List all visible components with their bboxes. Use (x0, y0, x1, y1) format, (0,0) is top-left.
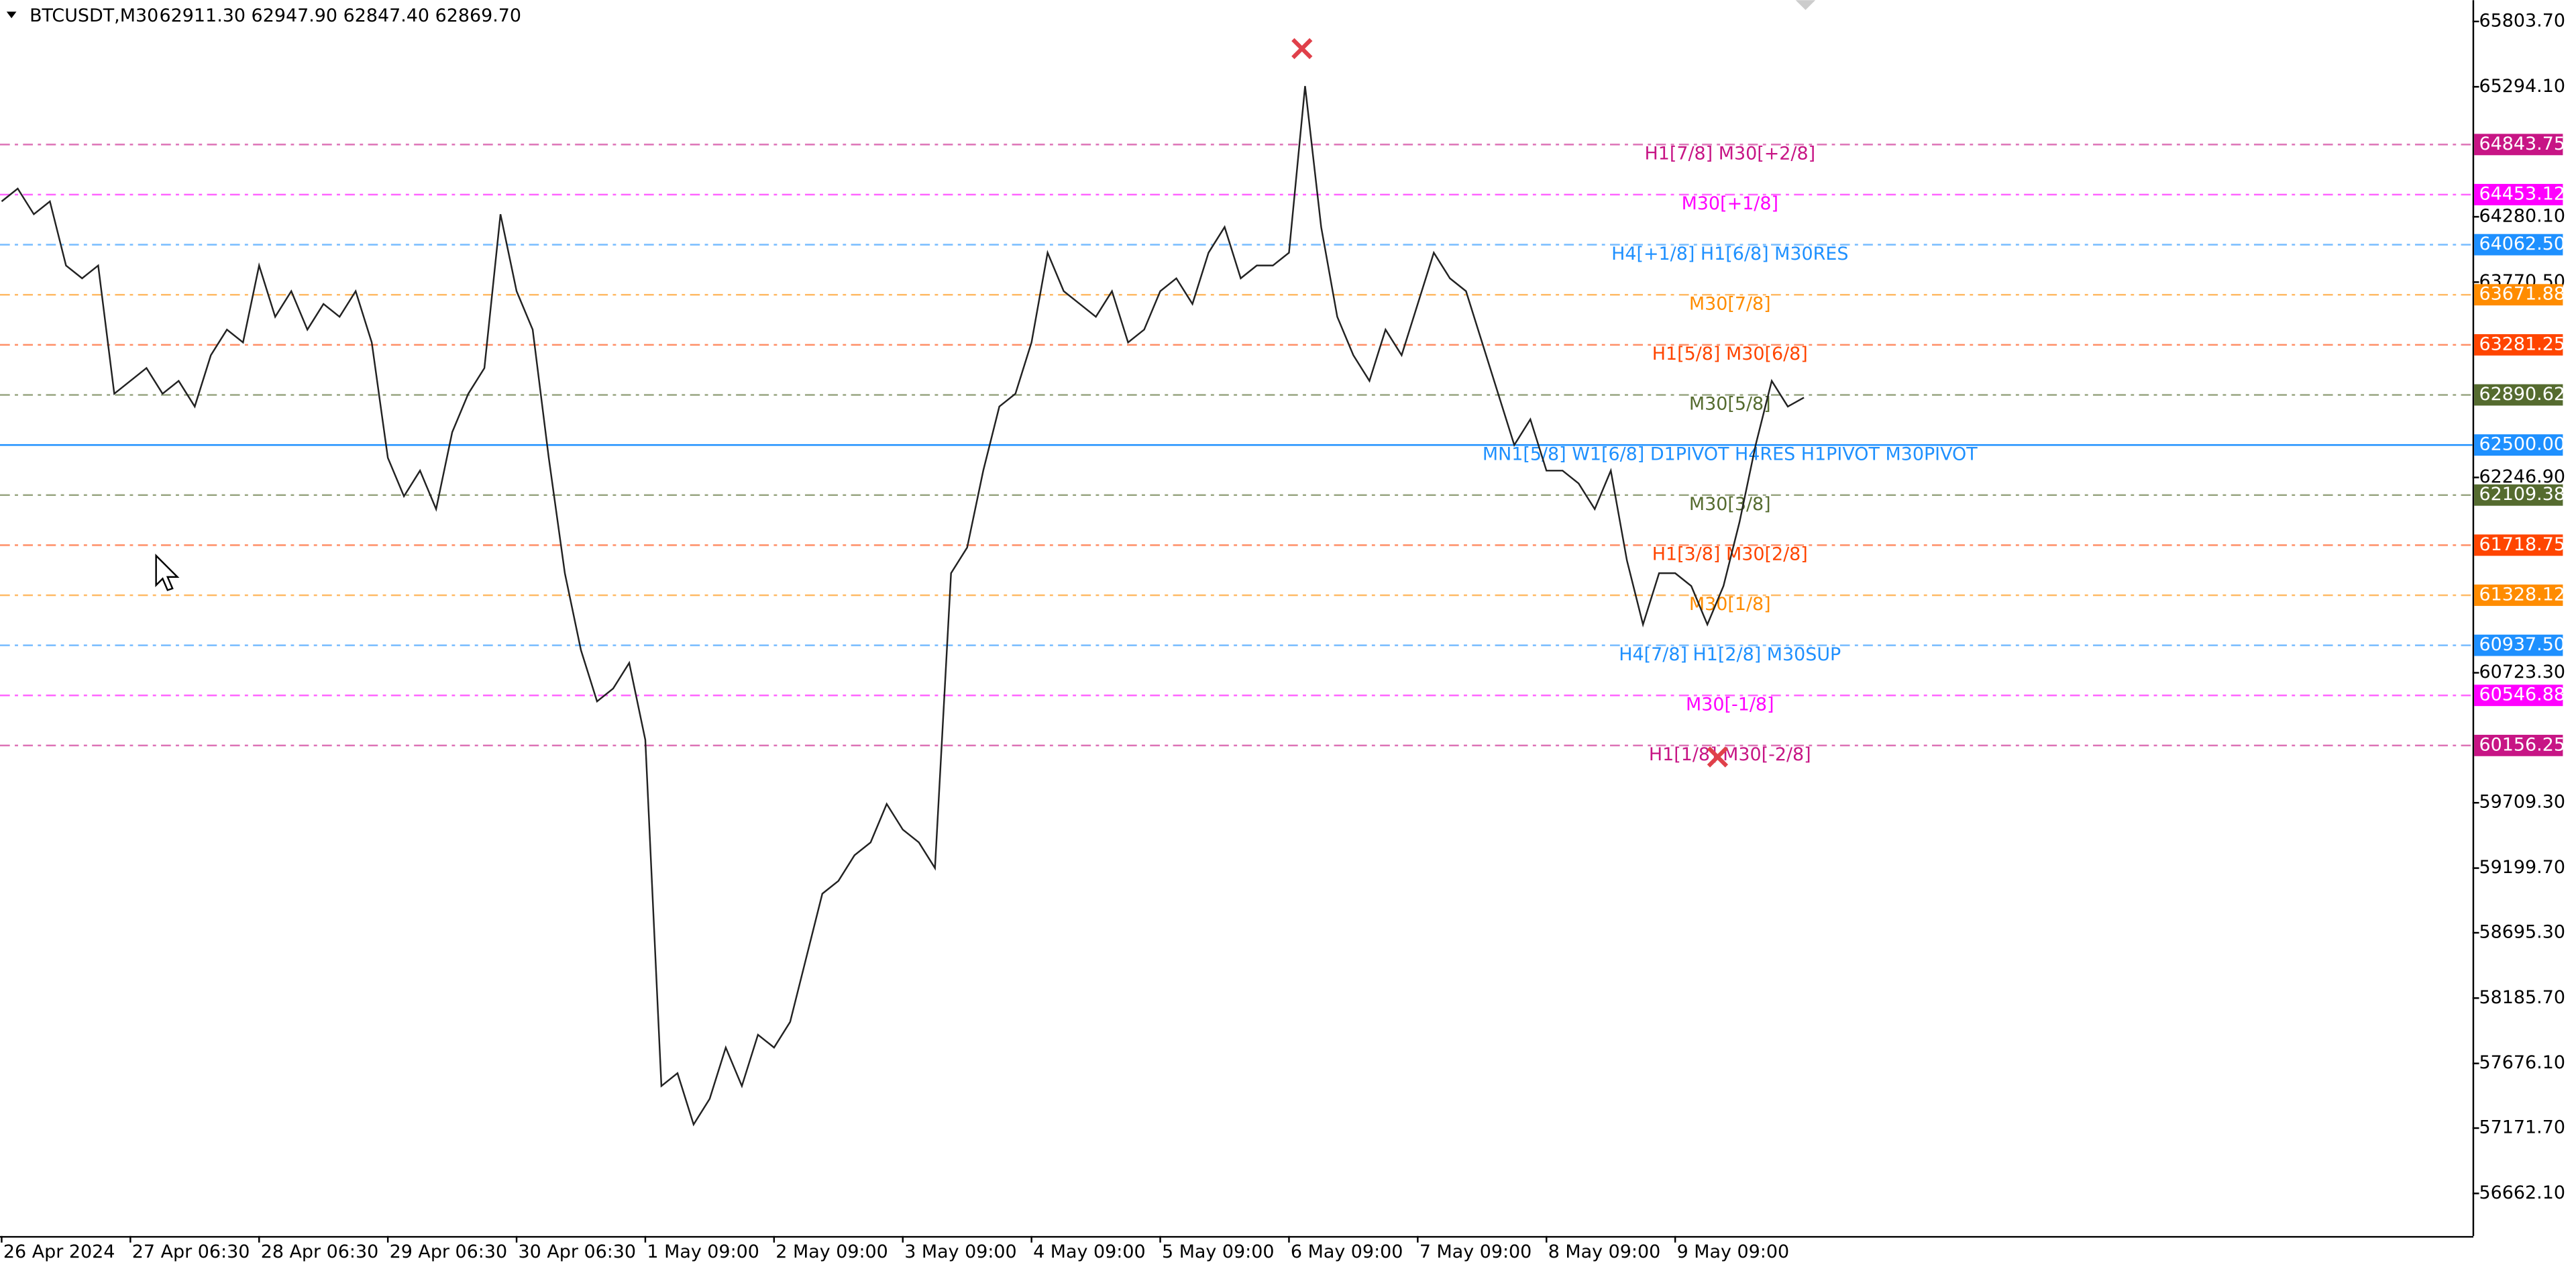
x-tick-label: 28 Apr 06:30 (261, 1241, 379, 1262)
level-price: 64843.75 (2479, 134, 2565, 154)
level-name: H1[7/8] M30[+2/8] (1644, 144, 1815, 164)
y-tick-label: 64280.10 (2479, 206, 2565, 227)
x-tick-label: 3 May 09:00 (904, 1241, 1017, 1262)
level-price: 64453.12 (2479, 183, 2565, 204)
level-price-box (2474, 484, 2563, 506)
menu-arrow[interactable] (6, 11, 17, 19)
level-price: 62890.62 (2479, 384, 2565, 405)
level-name: H4[7/8] H1[2/8] M30SUP (1619, 644, 1841, 665)
level-price-box (2474, 434, 2563, 456)
level-price: 60546.88 (2479, 684, 2565, 705)
level-price: 61718.75 (2479, 534, 2565, 555)
shift-marker[interactable] (1795, 0, 1816, 10)
y-tick-label: 65803.70 (2479, 10, 2565, 31)
y-tick-label: 57676.10 (2479, 1052, 2565, 1073)
level-price-box (2474, 184, 2563, 205)
level-price-box (2474, 334, 2563, 356)
level-price-box (2474, 134, 2563, 156)
y-tick-label: 60723.30 (2479, 662, 2565, 682)
price-line (1, 86, 1805, 1127)
level-name: H4[+1/8] H1[6/8] M30RES (1611, 244, 1848, 264)
level-price: 62500.00 (2479, 434, 2565, 455)
level-price-box (2474, 684, 2563, 707)
level-price: 63671.88 (2479, 284, 2565, 305)
level-price: 60156.25 (2479, 734, 2565, 755)
level-name: M30[+1/8] (1682, 193, 1778, 214)
level-price-box (2474, 534, 2563, 556)
level-name: MN1[5/8] W1[6/8] D1PIVOT H4RES H1PIVOT M… (1483, 444, 1978, 464)
x-tick-label: 29 Apr 06:30 (390, 1241, 508, 1262)
cross (1291, 38, 1313, 60)
x-tick-label: 9 May 09:00 (1677, 1241, 1790, 1262)
cross-markers (1291, 38, 1729, 768)
y-tick-label: 59709.30 (2479, 792, 2565, 813)
x-tick-label: 2 May 09:00 (775, 1241, 888, 1262)
x-tick-label: 7 May 09:00 (1419, 1241, 1532, 1262)
x-tick-label: 6 May 09:00 (1291, 1241, 1403, 1262)
level-price-box (2474, 585, 2563, 606)
level-price-box (2474, 734, 2563, 756)
level-price-box (2474, 284, 2563, 306)
level-name: M30[3/8] (1689, 494, 1771, 515)
cross (1707, 746, 1729, 768)
level-name: H1[1/8] M30[-2/8] (1649, 744, 1811, 765)
chart-title: BTCUSDT,M30 (30, 5, 158, 26)
grid: 65803.7065294.1064280.1063770.5062246.90… (1, 10, 2565, 1262)
ohlc: 62911.30 62947.90 62847.40 62869.70 (160, 5, 522, 26)
level-price: 60937.50 (2479, 634, 2565, 655)
y-tick-label: 57171.70 (2479, 1117, 2565, 1138)
x-tick-label: 5 May 09:00 (1162, 1241, 1274, 1262)
x-tick-label: 8 May 09:00 (1548, 1241, 1661, 1262)
x-tick-label: 26 Apr 2024 (3, 1241, 115, 1262)
level-name: M30[7/8] (1689, 293, 1771, 314)
mouse-cursor (155, 553, 180, 591)
x-tick-label: 27 Apr 06:30 (132, 1241, 250, 1262)
plot (1, 86, 1805, 1127)
y-tick-label: 58695.30 (2479, 921, 2565, 942)
y-tick-label: 62246.90 (2479, 466, 2565, 487)
y-tick-label: 65294.10 (2479, 76, 2565, 97)
level-price-box (2474, 384, 2563, 406)
level-name: M30[5/8] (1689, 394, 1771, 415)
level-price: 61328.12 (2479, 584, 2565, 605)
level-name: M30[-1/8] (1686, 694, 1774, 715)
y-tick-label: 59199.70 (2479, 857, 2565, 878)
y-tick-label: 56662.10 (2479, 1182, 2565, 1203)
levels: H1[7/8] M30[+2/8] 64843.75 M30[+1/8] 64453.… (0, 134, 2565, 765)
y-tick-label: 58185.70 (2479, 987, 2565, 1008)
level-price: 63281.25 (2479, 334, 2565, 354)
x-tick-label: 1 May 09:00 (647, 1241, 759, 1262)
x-tick-label: 30 Apr 06:30 (519, 1241, 637, 1262)
level-price-box (2474, 234, 2563, 256)
level-price-box (2474, 634, 2563, 656)
level-price: 64062.50 (2479, 234, 2565, 254)
level-name: H1[5/8] M30[6/8] (1652, 344, 1808, 364)
x-tick-label: 4 May 09:00 (1033, 1241, 1146, 1262)
level-price: 62109.38 (2479, 484, 2565, 505)
